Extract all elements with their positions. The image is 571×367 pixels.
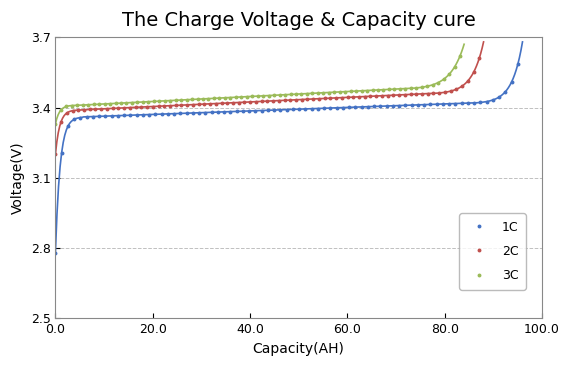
3C xyxy=(461,42,468,47)
Title: The Charge Voltage & Capacity cure: The Charge Voltage & Capacity cure xyxy=(122,11,476,30)
1C xyxy=(330,106,337,110)
2C xyxy=(314,97,321,101)
3C xyxy=(53,116,60,121)
2C xyxy=(305,97,312,101)
2C xyxy=(413,92,420,97)
Line: 2C: 2C xyxy=(54,41,485,156)
3C xyxy=(396,87,403,91)
X-axis label: Capacity(AH): Capacity(AH) xyxy=(253,342,345,356)
2C xyxy=(52,152,59,157)
3C xyxy=(302,91,309,96)
Legend: 1C, 2C, 3C: 1C, 2C, 3C xyxy=(459,213,526,290)
2C xyxy=(440,90,447,95)
1C xyxy=(338,105,345,110)
1C xyxy=(475,101,482,105)
3C xyxy=(294,92,301,97)
2C xyxy=(307,97,313,101)
Y-axis label: Voltage(V): Voltage(V) xyxy=(11,142,25,214)
3C xyxy=(423,84,429,89)
1C xyxy=(54,212,61,217)
Line: 3C: 3C xyxy=(54,43,465,125)
3C xyxy=(52,122,59,126)
3C xyxy=(295,92,302,96)
1C xyxy=(519,40,526,44)
1C xyxy=(328,106,335,110)
1C xyxy=(52,251,59,255)
2C xyxy=(54,139,61,144)
Line: 1C: 1C xyxy=(54,41,524,254)
2C xyxy=(480,40,487,44)
1C xyxy=(445,102,452,106)
